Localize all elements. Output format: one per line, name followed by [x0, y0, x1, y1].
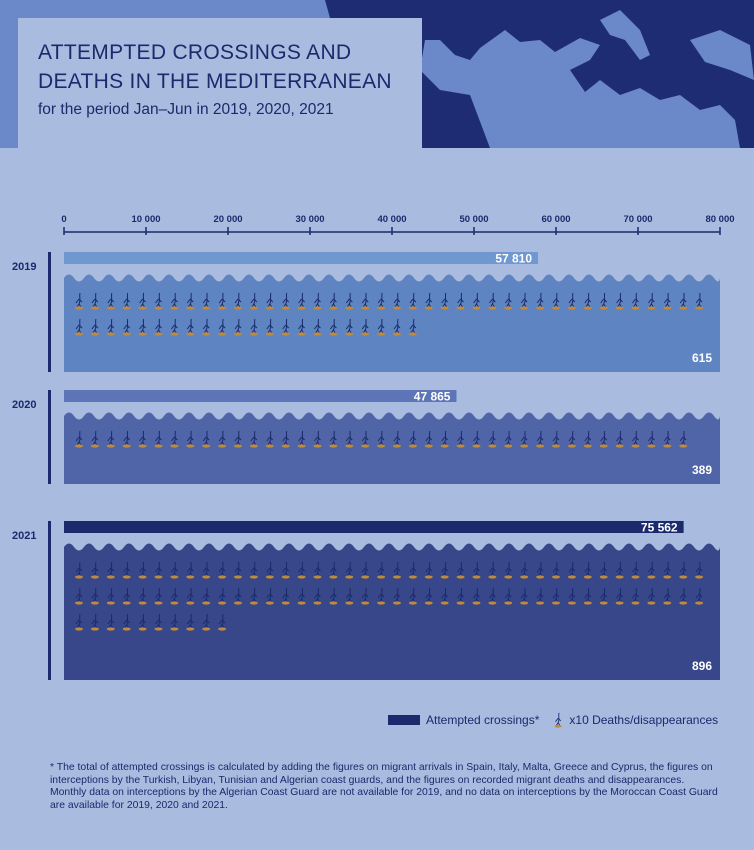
deaths-value-label: 896 — [692, 659, 712, 673]
x-tick-label: 30 000 — [295, 214, 324, 225]
crossings-bar — [64, 252, 539, 264]
map-header: ATTEMPTED CROSSINGS AND DEATHS IN THE ME… — [0, 0, 754, 148]
x-tick-label: 0 — [61, 214, 66, 225]
chart-title: ATTEMPTED CROSSINGS AND DEATHS IN THE ME… — [38, 41, 392, 93]
legend: Attempted crossings* x10 Deaths/disappea… — [388, 712, 718, 728]
crossings-bar — [64, 521, 684, 533]
legend-crossings-swatch — [388, 715, 420, 725]
x-tick-label: 10 000 — [131, 214, 160, 225]
year-bracket — [48, 521, 51, 680]
year-label: 2021 — [12, 530, 36, 542]
x-tick-label: 50 000 — [459, 214, 488, 225]
year-group-2020: 2020 47 865 389 — [12, 390, 720, 484]
legend-crossings-label: Attempted crossings* — [426, 713, 540, 727]
crossings-deaths-chart: 0 10 000 20 000 30 000 40 000 50 000 60 000 70 … — [12, 214, 735, 680]
year-bracket — [48, 390, 51, 484]
sea-panel — [64, 274, 720, 372]
crossings-value-label: 47 865 — [414, 390, 451, 404]
title-box: ATTEMPTED CROSSINGS AND DEATHS IN THE ME… — [18, 18, 422, 148]
legend-deaths-label: x10 Deaths/disappearances — [569, 713, 719, 727]
sea-panel — [64, 412, 720, 484]
year-label: 2020 — [12, 399, 36, 411]
deaths-value-label: 389 — [692, 463, 712, 477]
x-tick-label: 80 000 — [705, 214, 734, 225]
year-label: 2019 — [12, 261, 36, 273]
sea-panel — [64, 543, 720, 680]
chart-subtitle: for the period Jan–Jun in 2019, 2020, 20… — [38, 101, 334, 118]
x-tick-label: 20 000 — [213, 214, 242, 225]
year-group-2019: 2019 57 810 615 — [12, 252, 720, 372]
year-group-2021: 2021 75 562 896 — [12, 521, 720, 680]
x-tick-label: 40 000 — [377, 214, 406, 225]
deaths-value-label: 615 — [692, 351, 712, 365]
x-axis: 0 10 000 20 000 30 000 40 000 50 000 60 000 70 … — [61, 214, 735, 235]
x-tick-label: 60 000 — [541, 214, 570, 225]
x-tick-label: 70 000 — [623, 214, 652, 225]
crossings-bar — [64, 390, 457, 402]
drowning-figure-icon — [554, 712, 563, 728]
footnote: * The total of attempted crossings is ca… — [50, 762, 718, 811]
crossings-value-label: 75 562 — [641, 521, 678, 535]
year-bracket — [48, 252, 51, 372]
crossings-value-label: 57 810 — [495, 252, 532, 266]
